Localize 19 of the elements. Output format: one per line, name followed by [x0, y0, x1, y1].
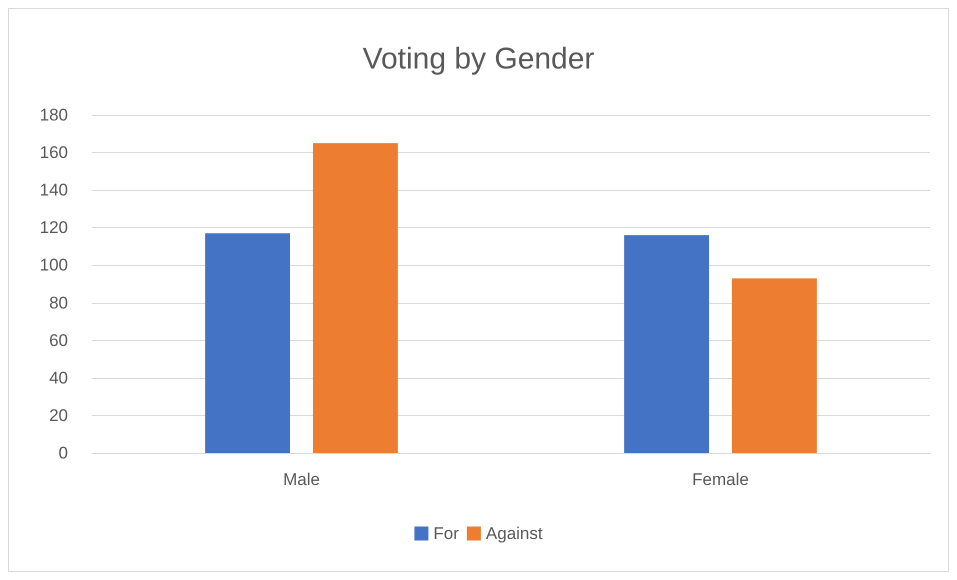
- y-tick-label: 40: [49, 368, 68, 388]
- y-tick-label: 160: [40, 143, 68, 162]
- bar: [205, 233, 290, 453]
- y-tick-label: 0: [58, 444, 68, 462]
- x-tick-label: Male: [283, 470, 320, 489]
- legend-label: For: [433, 524, 460, 543]
- bar: [312, 143, 398, 453]
- bar: [624, 235, 710, 453]
- legend-label: Against: [486, 524, 543, 543]
- x-tick-label: Female: [692, 470, 749, 489]
- y-tick-label: 180: [40, 106, 68, 124]
- y-tick-label: 120: [40, 218, 68, 238]
- y-tick-label: 80: [49, 293, 68, 312]
- y-tick-label: 140: [40, 180, 68, 200]
- y-tick-label: 100: [40, 256, 68, 275]
- chart-title: Voting by Gender: [362, 42, 594, 76]
- y-tick-label: 60: [49, 330, 68, 350]
- y-tick-label: 20: [49, 406, 68, 425]
- bar: [732, 278, 817, 453]
